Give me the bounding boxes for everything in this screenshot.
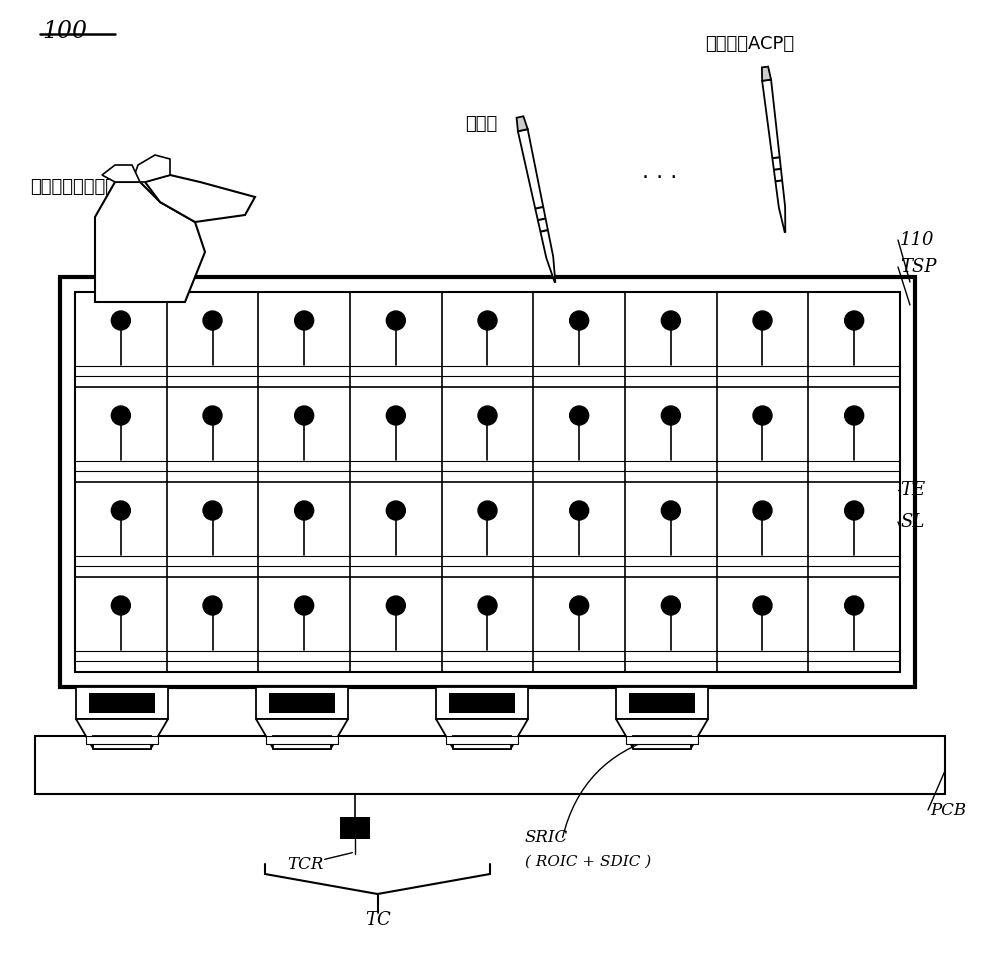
Bar	[35, 736, 945, 794]
Circle shape	[661, 406, 680, 425]
Polygon shape	[256, 719, 348, 749]
Circle shape	[386, 501, 405, 520]
Circle shape	[111, 596, 130, 615]
Circle shape	[570, 596, 589, 615]
Polygon shape	[273, 736, 331, 749]
Circle shape	[661, 501, 680, 520]
Polygon shape	[95, 182, 205, 302]
Bar	[446, 736, 518, 744]
Bar	[629, 693, 695, 713]
Text: SL: SL	[900, 513, 924, 531]
Text: 100: 100	[42, 20, 87, 43]
Bar	[626, 736, 698, 744]
Circle shape	[203, 406, 222, 425]
Polygon shape	[132, 155, 170, 182]
Circle shape	[111, 406, 130, 425]
Text: 110: 110	[900, 231, 934, 249]
Bar	[76, 687, 168, 719]
Circle shape	[845, 406, 864, 425]
Circle shape	[845, 596, 864, 615]
Polygon shape	[102, 165, 140, 182]
Circle shape	[295, 406, 314, 425]
Polygon shape	[518, 129, 555, 282]
Bar	[266, 736, 338, 744]
Circle shape	[570, 501, 589, 520]
Polygon shape	[76, 719, 168, 749]
Polygon shape	[145, 175, 255, 222]
Text: 有源笔: 有源笔	[465, 115, 497, 133]
Text: SRIC: SRIC	[525, 828, 568, 846]
Circle shape	[478, 501, 497, 520]
Circle shape	[111, 501, 130, 520]
Polygon shape	[616, 719, 708, 749]
Text: . . .: . . .	[642, 162, 678, 182]
Circle shape	[845, 311, 864, 330]
Polygon shape	[517, 117, 528, 131]
Bar	[340, 817, 370, 839]
Circle shape	[295, 596, 314, 615]
Circle shape	[845, 501, 864, 520]
Text: ( ROIC + SDIC ): ( ROIC + SDIC )	[525, 855, 651, 869]
Text: PCB: PCB	[930, 802, 966, 818]
Text: TC: TC	[365, 911, 391, 929]
Circle shape	[478, 406, 497, 425]
Circle shape	[203, 311, 222, 330]
Circle shape	[753, 596, 772, 615]
Circle shape	[386, 311, 405, 330]
Circle shape	[570, 311, 589, 330]
Circle shape	[570, 406, 589, 425]
Circle shape	[661, 311, 680, 330]
Polygon shape	[633, 736, 691, 749]
Polygon shape	[93, 736, 151, 749]
Circle shape	[478, 311, 497, 330]
Bar	[449, 693, 515, 713]
Bar	[86, 736, 158, 744]
Circle shape	[386, 406, 405, 425]
Bar	[256, 687, 348, 719]
Polygon shape	[762, 67, 771, 81]
Bar	[60, 277, 915, 687]
Circle shape	[111, 311, 130, 330]
Text: TSP: TSP	[900, 258, 936, 276]
Bar	[616, 687, 708, 719]
Polygon shape	[762, 80, 785, 232]
Bar	[75, 292, 900, 672]
Text: TE: TE	[900, 481, 925, 499]
Circle shape	[386, 596, 405, 615]
Circle shape	[753, 406, 772, 425]
Polygon shape	[436, 719, 528, 749]
Circle shape	[295, 501, 314, 520]
Polygon shape	[453, 736, 511, 749]
Circle shape	[295, 311, 314, 330]
Text: 手指（或无源笔）: 手指（或无源笔）	[30, 178, 116, 196]
Text: TCR: TCR	[287, 855, 323, 873]
Circle shape	[203, 501, 222, 520]
Bar	[436, 687, 528, 719]
Circle shape	[753, 501, 772, 520]
Text: 有源笔（ACP）: 有源笔（ACP）	[705, 35, 794, 53]
Circle shape	[203, 596, 222, 615]
Circle shape	[753, 311, 772, 330]
Circle shape	[478, 596, 497, 615]
Bar	[89, 693, 155, 713]
Bar	[269, 693, 335, 713]
Circle shape	[661, 596, 680, 615]
